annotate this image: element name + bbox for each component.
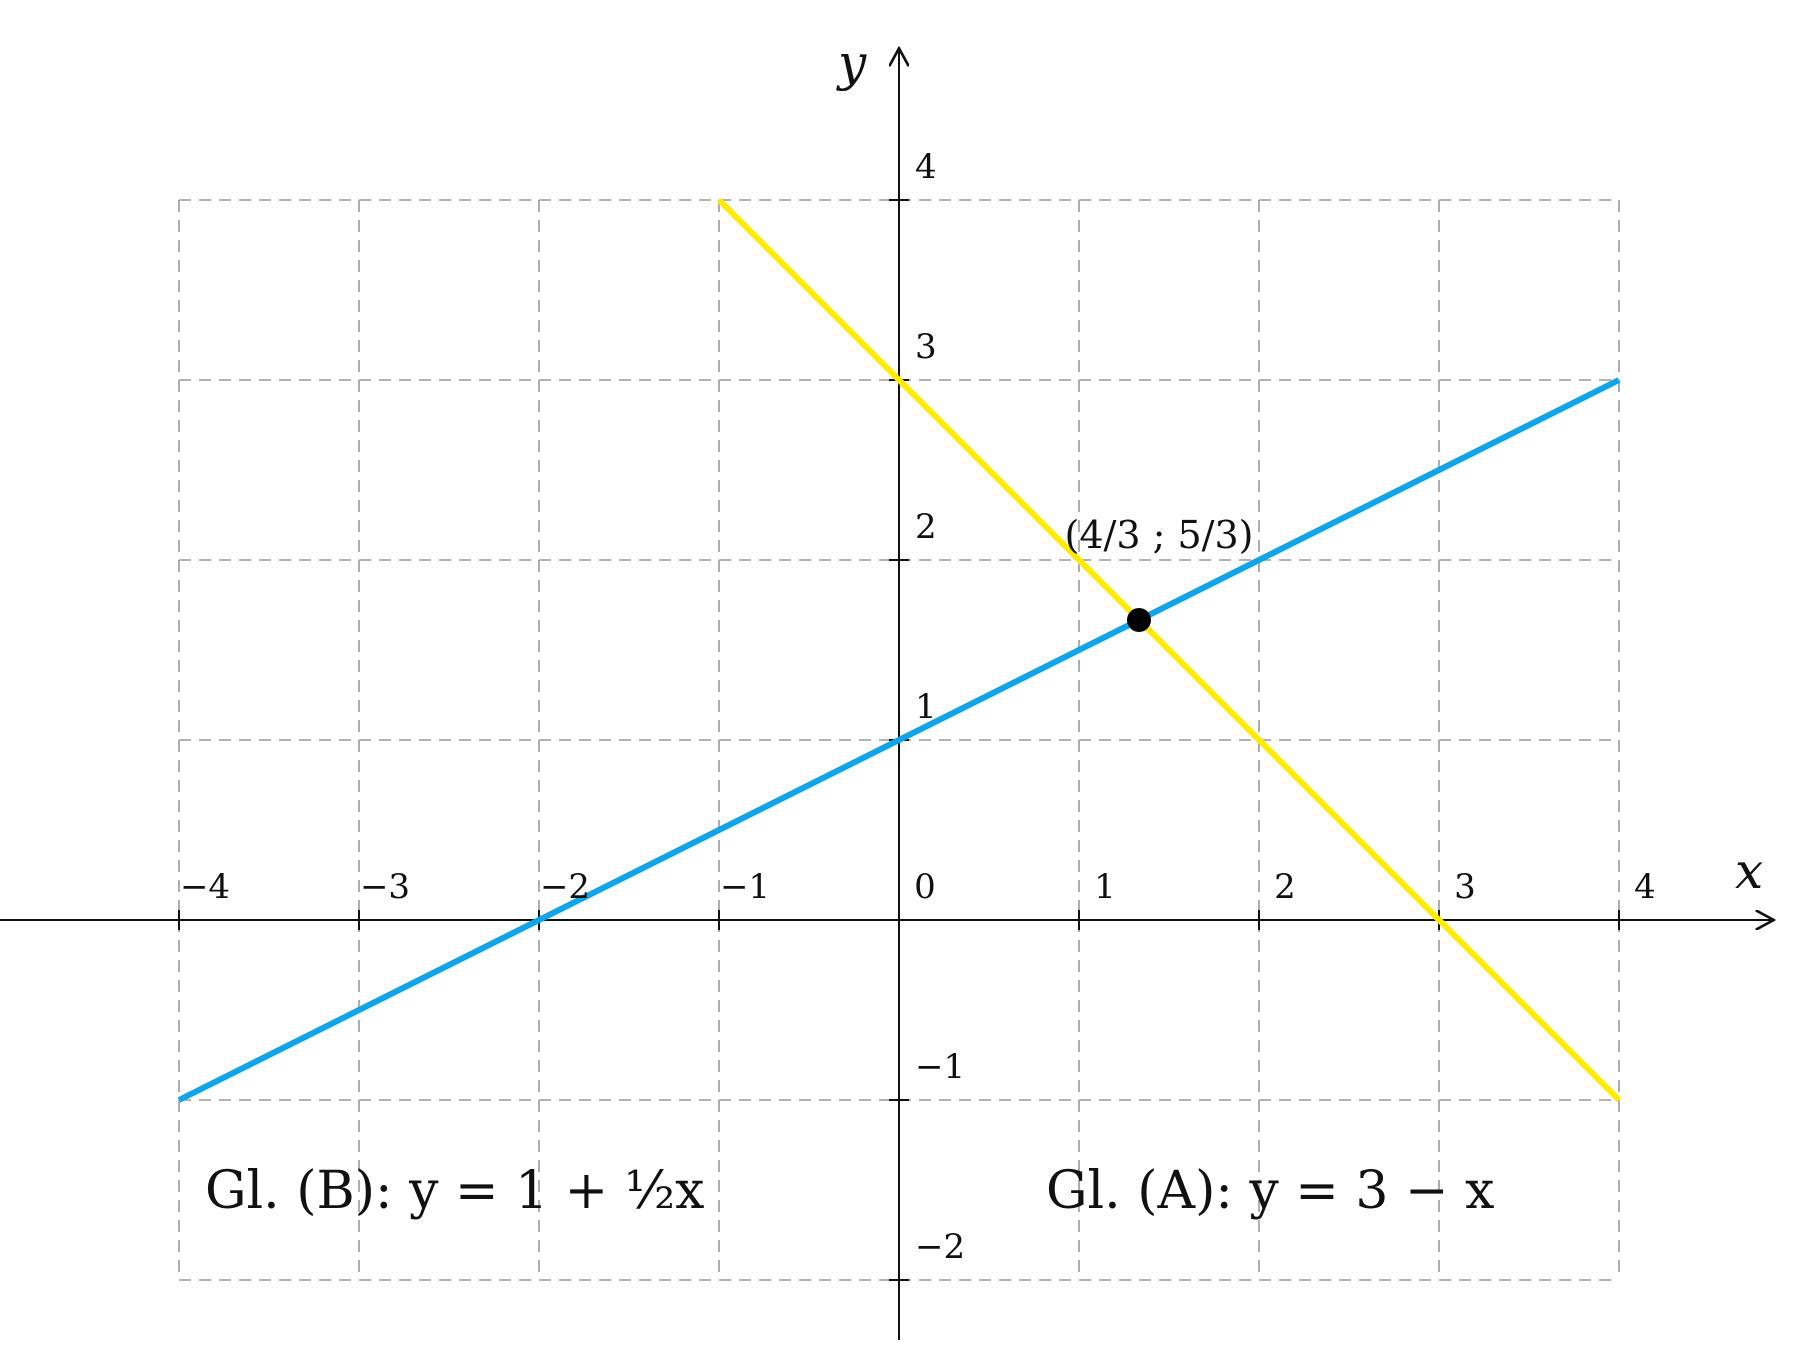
x-tick-label: 2	[1274, 867, 1296, 907]
x-tick-label: −2	[540, 867, 590, 907]
series-line-b	[177, 377, 1621, 1103]
intersection-point-label: (4/3 ; 5/3)	[1065, 513, 1254, 557]
labels: −4 −3 −2 −1 0 1 2 3 4 −2 −1 1 2 3 4 (4/3 ; 5/3) Gl. (B):…	[180, 147, 1656, 1267]
y-axis-label: y	[836, 34, 867, 92]
y-tick-label: −2	[915, 1227, 965, 1267]
x-tick-label: 4	[1634, 867, 1656, 907]
equation-a-label: Gl. (A): y = 3 − x	[1046, 1161, 1494, 1221]
equation-b-label: Gl. (B): y = 1 + ½x	[205, 1161, 705, 1221]
x-tick-label: 1	[1094, 867, 1116, 907]
y-tick-label: −1	[915, 1047, 965, 1087]
y-tick-label: 2	[915, 507, 937, 547]
x-tick-label: 0	[914, 867, 936, 907]
y-tick-label: 4	[915, 147, 937, 187]
x-tick-label: −4	[180, 867, 230, 907]
x-tick-label: −1	[720, 867, 770, 907]
series-line-a	[716, 197, 1622, 1103]
series	[177, 197, 1622, 1103]
x-tick-label: 3	[1454, 867, 1476, 907]
y-tick-label: 1	[915, 687, 937, 727]
x-axis-label: x	[1735, 842, 1763, 900]
axes	[0, 50, 1772, 1340]
intersection-point	[1126, 607, 1151, 632]
y-tick-label: 3	[915, 327, 937, 367]
x-tick-label: −3	[360, 867, 410, 907]
